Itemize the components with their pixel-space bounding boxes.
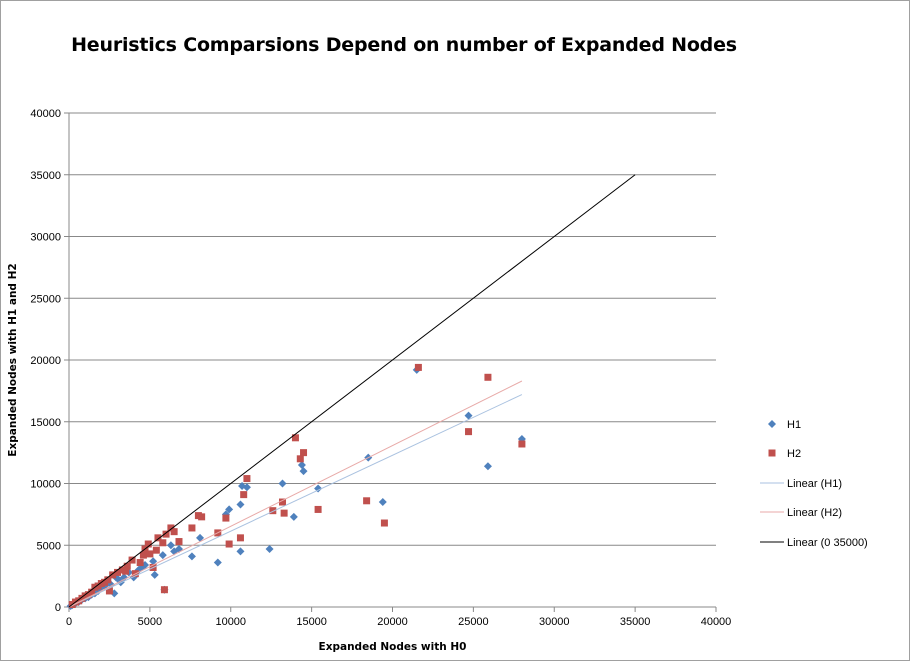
h2-point — [146, 550, 154, 558]
y-tick-label: 5000 — [37, 540, 61, 552]
legend-label-trendline: Linear (H2) — [787, 507, 842, 519]
legend-label-h2: H2 — [787, 448, 801, 460]
h1-point — [265, 544, 274, 553]
h2-point — [225, 540, 233, 548]
h2-point — [414, 363, 422, 371]
y-tick-label: 15000 — [30, 417, 61, 429]
chart-title: Heuristics Comparsions Depend on number … — [71, 34, 737, 56]
x-tick-label: 15000 — [296, 616, 327, 628]
h2-point — [222, 514, 230, 522]
legend-marker-h2 — [768, 449, 776, 457]
h1-point — [483, 462, 492, 471]
trendline-h1 — [68, 394, 523, 608]
x-axis-title: Expanded Nodes with H0 — [319, 641, 467, 653]
legend-label-trendline: Linear (0 35000) — [787, 537, 868, 549]
h2-point — [314, 505, 322, 513]
h2-point — [167, 524, 175, 532]
h2-point — [175, 538, 183, 546]
h2-point — [123, 562, 131, 570]
h1-point — [158, 551, 167, 560]
h1-point — [149, 557, 158, 566]
h1-point — [378, 498, 387, 507]
y-tick-label: 10000 — [30, 479, 61, 491]
legend-label-trendline: Linear (H1) — [787, 478, 842, 490]
h1-point — [187, 552, 196, 561]
h2-point — [363, 497, 371, 505]
h2-point — [280, 509, 288, 517]
h1-point — [314, 484, 323, 493]
h2-point — [114, 568, 122, 576]
x-tick-label: 35000 — [620, 616, 651, 628]
h2-point — [159, 539, 167, 547]
h2-point — [269, 507, 277, 515]
h2-point — [136, 559, 144, 567]
h2-point — [279, 498, 287, 506]
y-tick-label: 40000 — [30, 108, 61, 120]
x-tick-label: 5000 — [138, 616, 162, 628]
x-tick-label: 25000 — [458, 616, 489, 628]
h1-point — [464, 411, 473, 420]
h1-point — [278, 479, 287, 488]
h1-point — [196, 533, 205, 542]
legend-label-h1: H1 — [787, 419, 801, 431]
y-tick-label: 20000 — [30, 355, 61, 367]
h2-point — [122, 567, 130, 575]
h2-point — [160, 586, 168, 594]
x-tick-label: 30000 — [539, 616, 570, 628]
y-tick-label: 0 — [55, 602, 61, 614]
h1-point — [119, 573, 128, 582]
h1-point — [236, 547, 245, 556]
h2-point — [240, 491, 248, 499]
x-tick-label: 40000 — [701, 616, 732, 628]
trendline-reference — [68, 174, 636, 608]
h2-point — [162, 530, 170, 538]
h2-point — [194, 512, 202, 520]
h2-point — [236, 534, 244, 542]
h2-point — [300, 449, 308, 457]
h2-point — [380, 519, 388, 527]
y-axis-title: Expanded Nodes with H1 and H2 — [7, 263, 19, 456]
h1-point — [213, 558, 222, 567]
h1-point — [166, 541, 175, 550]
x-tick-label: 10000 — [215, 616, 246, 628]
y-tick-label: 30000 — [30, 232, 61, 244]
h1-point — [238, 481, 247, 490]
h1-point — [297, 460, 306, 469]
y-tick-label: 25000 — [30, 293, 61, 305]
h2-point — [484, 373, 492, 381]
h2-point — [154, 534, 162, 542]
h2-point — [128, 556, 136, 564]
h2-point — [170, 528, 178, 536]
h2-point — [465, 428, 473, 436]
h2-point — [139, 551, 147, 559]
h1-point — [225, 505, 234, 514]
h2-point — [109, 571, 117, 579]
h2-point — [243, 475, 251, 483]
h1-point — [150, 570, 159, 579]
legend-marker-h1 — [768, 420, 776, 428]
h2-point — [188, 524, 196, 532]
h2-point — [144, 540, 152, 548]
h2-point — [152, 546, 160, 554]
h1-point — [236, 500, 245, 509]
h2-point — [291, 434, 299, 442]
h2-point — [518, 440, 526, 448]
h2-point — [105, 587, 113, 595]
h1-point — [289, 512, 298, 521]
h2-point — [296, 455, 304, 463]
x-tick-label: 0 — [66, 616, 72, 628]
x-tick-label: 20000 — [377, 616, 408, 628]
h1-point — [299, 467, 308, 476]
trendline-h2 — [68, 380, 523, 608]
y-tick-label: 35000 — [30, 170, 61, 182]
